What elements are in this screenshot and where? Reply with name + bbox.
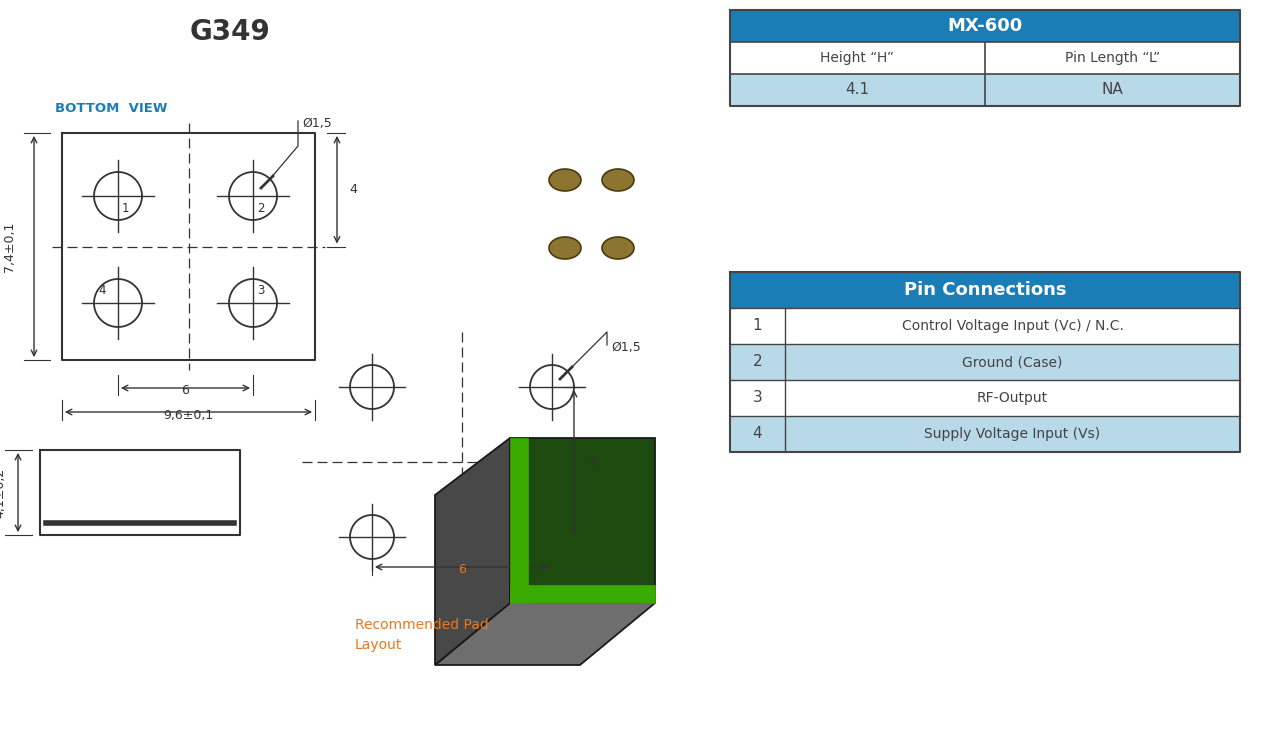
Polygon shape xyxy=(510,438,528,603)
Polygon shape xyxy=(510,585,655,603)
Bar xyxy=(730,416,1240,452)
Text: 9,6±0,1: 9,6±0,1 xyxy=(163,409,214,422)
Text: 6: 6 xyxy=(458,563,466,576)
Text: Ø1,5: Ø1,5 xyxy=(611,341,641,353)
Text: Supply Voltage Input (Vs): Supply Voltage Input (Vs) xyxy=(925,427,1100,441)
Text: 4.1: 4.1 xyxy=(846,83,870,97)
Text: Pin Connections: Pin Connections xyxy=(903,281,1066,299)
Text: Pin Length “L”: Pin Length “L” xyxy=(1065,51,1160,65)
Bar xyxy=(730,308,1240,344)
Text: 4,1±0,2: 4,1±0,2 xyxy=(0,468,6,517)
Bar xyxy=(730,272,1240,308)
Polygon shape xyxy=(435,438,510,665)
Text: MX-600: MX-600 xyxy=(948,17,1023,35)
Text: 3: 3 xyxy=(753,391,762,405)
Ellipse shape xyxy=(602,169,633,191)
Text: RF-Output: RF-Output xyxy=(977,391,1048,405)
Text: 7,4±0,1: 7,4±0,1 xyxy=(4,221,17,272)
Text: 6: 6 xyxy=(182,384,190,397)
Bar xyxy=(730,380,1240,416)
Polygon shape xyxy=(435,603,655,665)
Bar xyxy=(730,74,1240,106)
Text: 4: 4 xyxy=(349,183,357,196)
Text: Ground (Case): Ground (Case) xyxy=(963,355,1062,369)
Text: NA: NA xyxy=(1102,83,1123,97)
Text: Control Voltage Input (Vc) / N.C.: Control Voltage Input (Vc) / N.C. xyxy=(902,319,1123,333)
Text: Recommended Pad
Layout: Recommended Pad Layout xyxy=(355,618,488,652)
Text: 1: 1 xyxy=(753,319,762,334)
Text: Ø1,5: Ø1,5 xyxy=(301,117,332,130)
Ellipse shape xyxy=(550,169,581,191)
Polygon shape xyxy=(510,438,655,603)
Text: BOTTOM  VIEW: BOTTOM VIEW xyxy=(55,101,168,114)
Ellipse shape xyxy=(550,237,581,259)
Text: 3: 3 xyxy=(257,284,265,297)
Text: 1: 1 xyxy=(122,202,130,215)
Ellipse shape xyxy=(602,237,633,259)
Bar xyxy=(730,344,1240,380)
Text: 4: 4 xyxy=(753,427,762,441)
Text: 2: 2 xyxy=(257,202,265,215)
Bar xyxy=(730,10,1240,42)
Bar xyxy=(730,42,1240,74)
Text: 4: 4 xyxy=(586,455,595,468)
Text: 4: 4 xyxy=(98,284,106,297)
Text: G349: G349 xyxy=(190,18,271,46)
Text: Height “H”: Height “H” xyxy=(820,51,894,65)
Text: 2: 2 xyxy=(753,355,762,369)
